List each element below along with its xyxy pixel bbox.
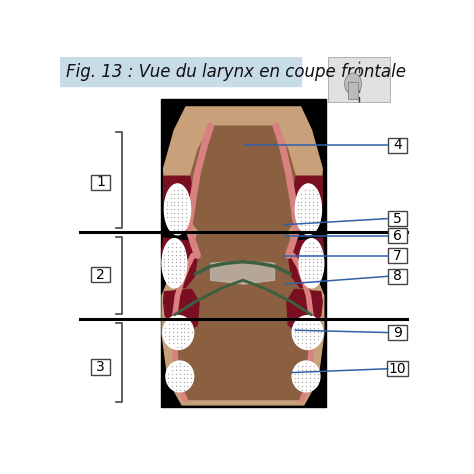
Polygon shape: [162, 107, 324, 405]
Polygon shape: [288, 238, 324, 288]
Bar: [328, 57, 390, 101]
Polygon shape: [164, 176, 193, 232]
Polygon shape: [171, 126, 315, 400]
Polygon shape: [162, 238, 198, 288]
FancyBboxPatch shape: [389, 248, 407, 263]
Ellipse shape: [295, 184, 321, 235]
Ellipse shape: [299, 238, 324, 288]
Text: 8: 8: [393, 269, 402, 283]
FancyBboxPatch shape: [389, 228, 407, 243]
FancyBboxPatch shape: [91, 359, 109, 375]
Text: 5: 5: [393, 211, 402, 226]
Text: 4: 4: [393, 138, 402, 153]
Polygon shape: [164, 290, 199, 333]
Text: 9: 9: [393, 326, 402, 339]
FancyBboxPatch shape: [389, 269, 407, 284]
FancyBboxPatch shape: [389, 325, 407, 340]
Polygon shape: [210, 261, 274, 284]
FancyBboxPatch shape: [387, 361, 409, 376]
Text: 1: 1: [96, 175, 105, 190]
Text: 7: 7: [393, 248, 402, 263]
Text: 10: 10: [389, 362, 407, 376]
Polygon shape: [293, 176, 322, 232]
Polygon shape: [287, 290, 322, 333]
FancyBboxPatch shape: [91, 267, 109, 283]
Bar: [161, 99, 326, 407]
Ellipse shape: [162, 238, 187, 288]
Ellipse shape: [345, 73, 362, 95]
Bar: [61, 57, 301, 86]
FancyBboxPatch shape: [389, 138, 407, 153]
Text: 3: 3: [96, 360, 105, 374]
Bar: [348, 82, 358, 99]
FancyBboxPatch shape: [389, 211, 407, 226]
Ellipse shape: [292, 361, 320, 392]
Ellipse shape: [164, 184, 191, 235]
Text: 2: 2: [96, 268, 105, 282]
Ellipse shape: [163, 316, 194, 349]
Text: 6: 6: [393, 228, 402, 243]
Ellipse shape: [166, 361, 194, 392]
FancyBboxPatch shape: [91, 175, 109, 190]
Text: Fig. 13 : Vue du larynx en coupe frontale: Fig. 13 : Vue du larynx en coupe frontal…: [66, 64, 406, 81]
Ellipse shape: [292, 316, 323, 349]
